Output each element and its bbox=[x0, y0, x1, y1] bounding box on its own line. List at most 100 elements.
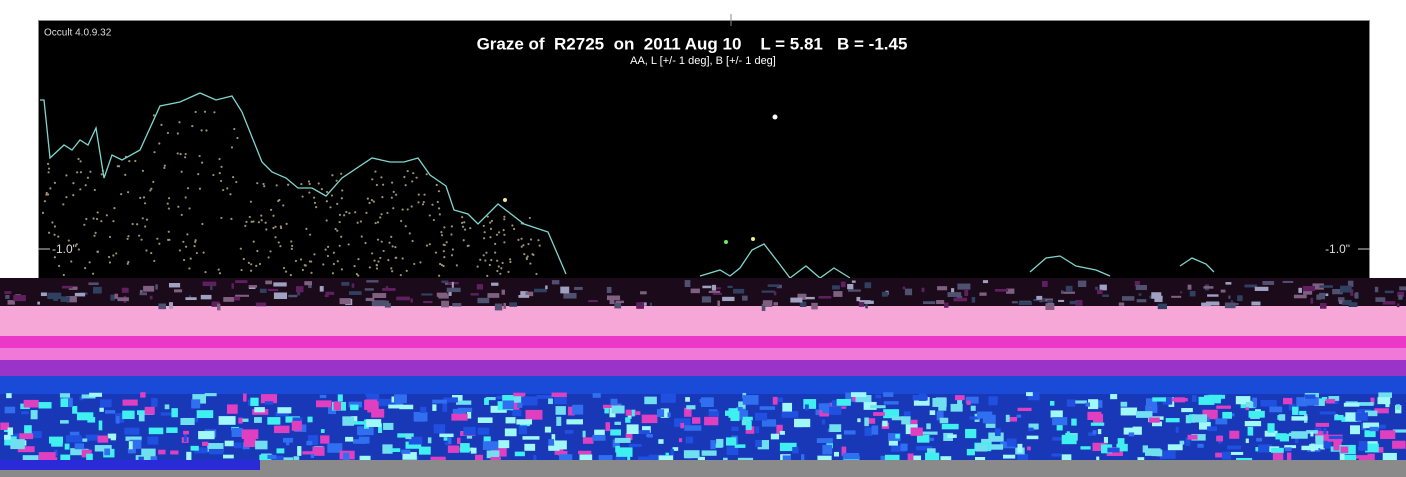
noise-block bbox=[1261, 400, 1277, 407]
dot bbox=[318, 182, 320, 184]
noise-block bbox=[60, 398, 68, 407]
noise-block bbox=[900, 444, 907, 451]
dot bbox=[93, 235, 95, 237]
dot bbox=[341, 197, 343, 199]
dot bbox=[265, 222, 267, 224]
noise-block bbox=[140, 292, 147, 295]
noise-block bbox=[926, 423, 930, 429]
noise-block bbox=[65, 444, 70, 450]
noise-block bbox=[89, 393, 102, 397]
noise-block bbox=[506, 417, 516, 423]
noise-block bbox=[41, 292, 47, 296]
dot bbox=[168, 207, 170, 209]
noise-block bbox=[1267, 423, 1274, 432]
noise-block bbox=[627, 424, 639, 434]
noise-block bbox=[99, 408, 103, 412]
dot bbox=[483, 254, 485, 256]
noise-block bbox=[773, 397, 778, 405]
dot bbox=[368, 202, 370, 204]
noise-block bbox=[1154, 296, 1162, 302]
dot bbox=[491, 220, 493, 222]
dot bbox=[440, 231, 442, 233]
noise-block bbox=[1249, 411, 1265, 418]
noise-block bbox=[342, 416, 354, 425]
dot bbox=[356, 273, 358, 275]
noise-block bbox=[140, 392, 145, 397]
dot bbox=[220, 180, 222, 182]
noise-block bbox=[478, 428, 490, 435]
noise-block bbox=[709, 411, 719, 416]
noise-block bbox=[616, 301, 624, 303]
dot bbox=[197, 173, 199, 175]
noise-block bbox=[671, 449, 674, 456]
noise-block bbox=[297, 446, 301, 456]
noise-block bbox=[685, 280, 691, 287]
noise-block bbox=[773, 302, 777, 305]
dot bbox=[269, 250, 271, 252]
dot bbox=[520, 238, 522, 240]
noise-block bbox=[77, 412, 93, 420]
dot bbox=[179, 249, 181, 251]
noise-block bbox=[712, 285, 716, 291]
noise-block bbox=[1188, 285, 1192, 290]
noise-block bbox=[882, 292, 888, 297]
dot bbox=[503, 229, 505, 231]
dot bbox=[507, 271, 509, 273]
noise-block bbox=[438, 294, 448, 298]
dot bbox=[220, 166, 222, 168]
dot bbox=[256, 182, 258, 184]
dot bbox=[498, 265, 500, 267]
dot bbox=[411, 180, 413, 182]
noise-block bbox=[1248, 427, 1254, 436]
noise-block bbox=[743, 417, 753, 421]
dot bbox=[112, 220, 114, 222]
noise-block bbox=[552, 280, 559, 284]
noise-block bbox=[151, 398, 157, 407]
noise-block bbox=[709, 291, 720, 293]
marker bbox=[503, 198, 507, 202]
dot bbox=[142, 217, 144, 219]
noise-block bbox=[1121, 408, 1137, 416]
dot bbox=[218, 158, 220, 160]
dot bbox=[530, 238, 532, 240]
noise-block bbox=[165, 404, 170, 409]
noise-block bbox=[277, 448, 285, 453]
dot bbox=[168, 197, 170, 199]
dot bbox=[391, 182, 393, 184]
noise-block bbox=[805, 404, 809, 410]
noise-block bbox=[158, 303, 166, 309]
noise-block bbox=[537, 395, 553, 399]
dot bbox=[177, 152, 179, 154]
noise-block bbox=[205, 393, 217, 396]
dot bbox=[97, 211, 99, 213]
noise-block bbox=[841, 282, 846, 288]
noise-block bbox=[755, 426, 759, 433]
noise-block bbox=[401, 450, 410, 454]
noise-block bbox=[680, 423, 684, 428]
noise-block bbox=[971, 406, 976, 411]
noise-block bbox=[534, 289, 547, 293]
noise-block bbox=[1356, 412, 1368, 421]
noise-block bbox=[1316, 423, 1329, 427]
noise-block bbox=[209, 449, 224, 454]
dot bbox=[336, 203, 338, 205]
noise-block bbox=[122, 411, 134, 419]
noise-block bbox=[456, 401, 471, 405]
dot bbox=[322, 263, 324, 265]
noise-block bbox=[665, 453, 669, 456]
noise-block bbox=[441, 281, 448, 284]
dot bbox=[260, 215, 262, 217]
noise-block bbox=[691, 289, 700, 294]
noise-block bbox=[223, 297, 234, 302]
dot bbox=[450, 233, 452, 235]
noise-block bbox=[822, 420, 825, 425]
noise-block bbox=[875, 395, 881, 398]
noise-block bbox=[1102, 295, 1109, 297]
noise-block bbox=[372, 293, 386, 298]
dot bbox=[149, 189, 151, 191]
noise-block bbox=[475, 455, 483, 461]
dot bbox=[205, 129, 207, 131]
noise-block bbox=[526, 410, 543, 420]
noise-block bbox=[1385, 291, 1394, 293]
dot bbox=[115, 252, 117, 254]
